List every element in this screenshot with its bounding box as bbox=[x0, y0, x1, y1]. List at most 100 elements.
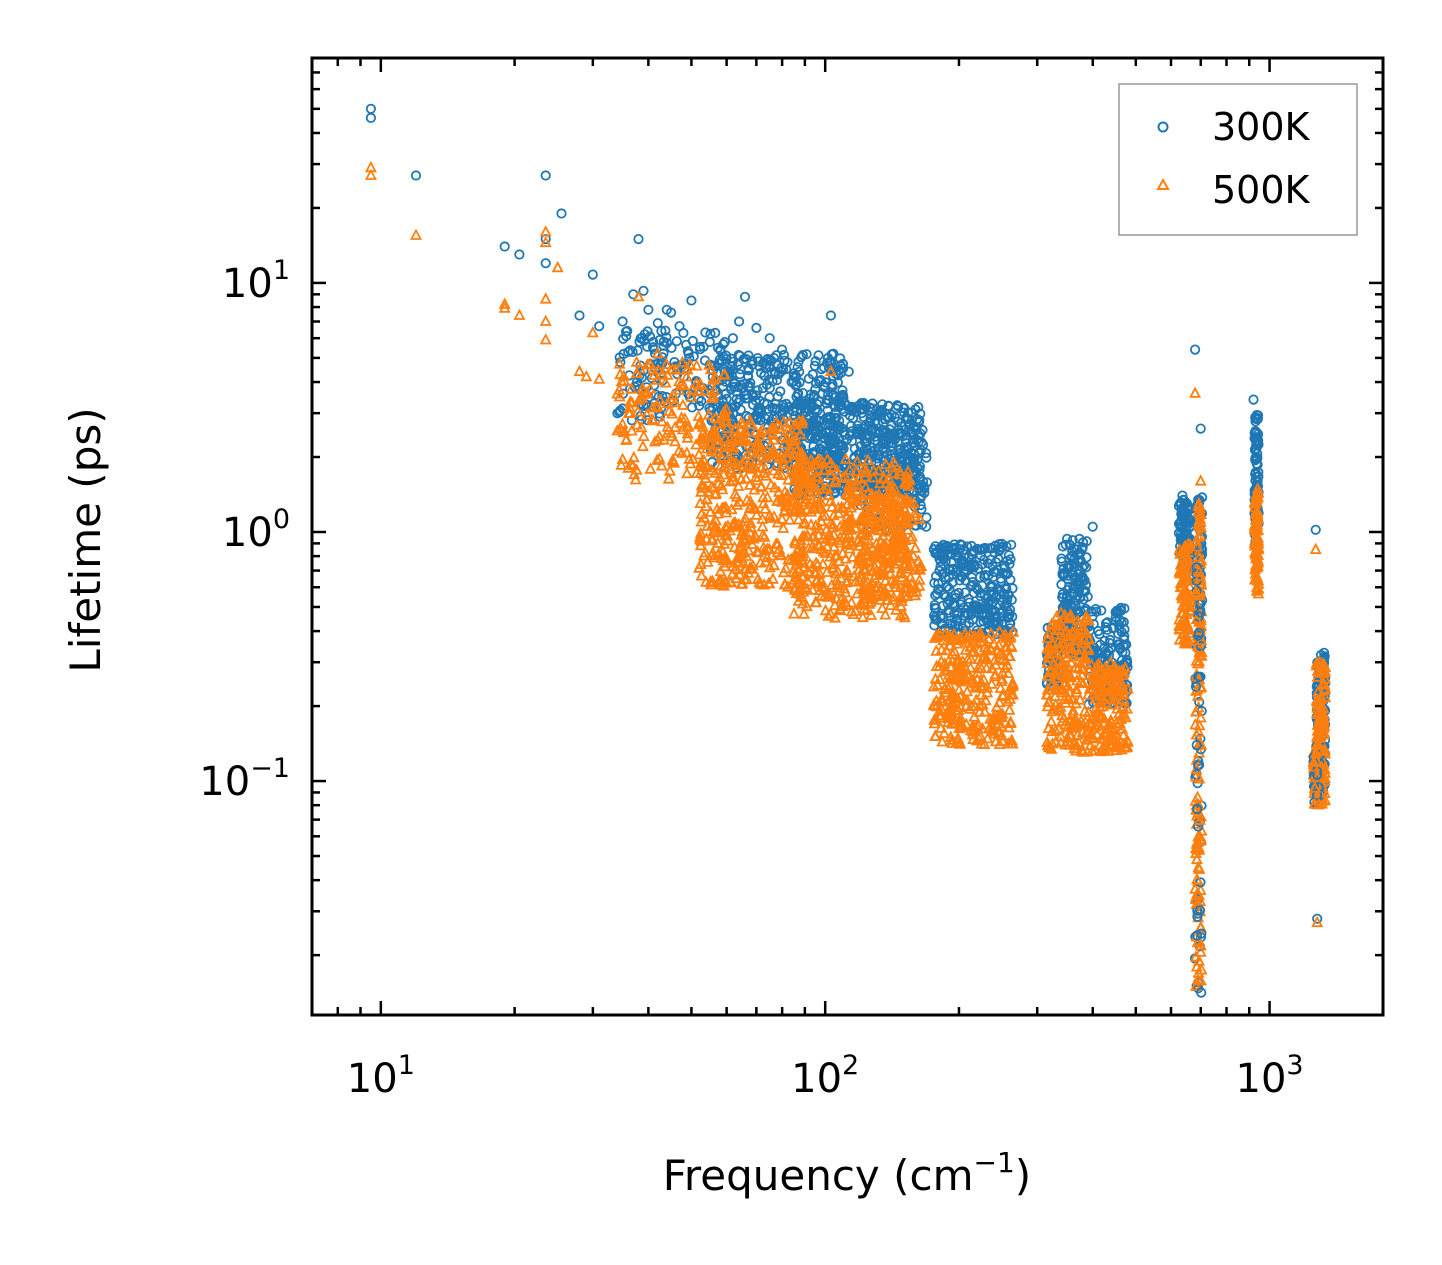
point-300K bbox=[878, 428, 889, 439]
point-500K bbox=[887, 517, 900, 529]
point-500K bbox=[726, 567, 739, 580]
point-500K bbox=[928, 698, 941, 711]
point-300K bbox=[930, 548, 941, 559]
point-500K bbox=[744, 494, 757, 506]
point-300K bbox=[970, 607, 981, 618]
point-500K bbox=[1193, 813, 1206, 825]
point-500K bbox=[694, 526, 707, 539]
point-500K bbox=[976, 697, 989, 710]
point-500K bbox=[680, 370, 693, 382]
point-500K bbox=[1194, 921, 1207, 933]
point-500K bbox=[850, 464, 863, 476]
point-500K bbox=[1049, 679, 1062, 692]
x-tick-label-1: 101 bbox=[347, 1050, 415, 1102]
point-500K bbox=[869, 489, 882, 501]
point-500K bbox=[845, 534, 858, 546]
point-500K bbox=[1191, 656, 1204, 669]
point-300K bbox=[540, 258, 551, 269]
point-500K bbox=[1119, 741, 1132, 753]
point-500K bbox=[551, 260, 564, 273]
point-300K bbox=[574, 310, 585, 321]
point-500K bbox=[987, 710, 1000, 722]
point-500K bbox=[1055, 657, 1068, 669]
point-300K bbox=[666, 342, 677, 353]
point-500K bbox=[981, 686, 994, 698]
point-500K bbox=[724, 475, 737, 487]
point-500K bbox=[731, 498, 744, 510]
point-500K bbox=[730, 520, 743, 532]
point-500K bbox=[988, 653, 1001, 665]
point-500K bbox=[878, 502, 891, 514]
point-500K bbox=[669, 395, 682, 408]
point-500K bbox=[778, 505, 791, 517]
point-500K bbox=[655, 459, 668, 471]
point-500K bbox=[1078, 704, 1091, 716]
point-500K bbox=[665, 392, 677, 404]
point-500K bbox=[1085, 728, 1098, 740]
point-500K bbox=[860, 508, 873, 520]
point-500K bbox=[944, 639, 956, 651]
point-500K bbox=[1192, 496, 1205, 509]
point-300K bbox=[627, 346, 638, 357]
point-500K bbox=[740, 549, 753, 561]
point-500K bbox=[840, 598, 853, 610]
point-500K bbox=[732, 479, 745, 491]
point-300K bbox=[700, 327, 711, 338]
point-500K bbox=[1190, 753, 1203, 765]
point-500K bbox=[1310, 754, 1323, 766]
point-500K bbox=[1100, 696, 1112, 708]
point-300K bbox=[776, 344, 788, 355]
point-500K bbox=[1082, 688, 1095, 700]
point-300K bbox=[1060, 539, 1071, 550]
point-300K bbox=[752, 352, 763, 364]
point-300K bbox=[862, 431, 873, 442]
point-500K bbox=[1041, 642, 1054, 654]
point-500K bbox=[867, 585, 880, 597]
point-500K bbox=[872, 523, 885, 536]
point-500K bbox=[1045, 714, 1058, 727]
point-500K bbox=[749, 502, 762, 514]
point-500K bbox=[1191, 689, 1204, 701]
point-500K bbox=[649, 400, 662, 413]
point-500K bbox=[1070, 685, 1083, 698]
point-300K bbox=[594, 321, 605, 332]
point-500K bbox=[1314, 666, 1327, 678]
point-500K bbox=[771, 494, 783, 506]
point-300K bbox=[739, 291, 751, 302]
point-500K bbox=[804, 476, 817, 488]
point-300K bbox=[1111, 605, 1123, 616]
point-500K bbox=[1184, 605, 1197, 617]
point-500K bbox=[727, 473, 740, 486]
point-300K bbox=[929, 577, 940, 589]
point-500K bbox=[757, 490, 770, 503]
point-300K bbox=[876, 406, 888, 418]
point-300K bbox=[1001, 541, 1012, 552]
point-500K bbox=[633, 393, 645, 405]
point-500K bbox=[707, 524, 720, 537]
point-500K bbox=[731, 431, 744, 443]
point-500K bbox=[711, 437, 724, 450]
point-300K bbox=[830, 368, 842, 379]
point-300K bbox=[1194, 905, 1206, 916]
point-500K bbox=[1173, 565, 1186, 577]
point-500K bbox=[794, 427, 807, 440]
point-500K bbox=[1251, 547, 1263, 559]
point-500K bbox=[1312, 738, 1325, 750]
point-300K bbox=[872, 453, 884, 464]
point-500K bbox=[768, 481, 781, 493]
point-500K bbox=[967, 633, 980, 646]
point-300K bbox=[799, 403, 811, 414]
point-300K bbox=[694, 344, 706, 355]
point-500K bbox=[637, 429, 650, 441]
point-500K bbox=[695, 569, 708, 581]
point-500K bbox=[732, 555, 745, 567]
point-500K bbox=[843, 542, 856, 554]
point-500K bbox=[950, 672, 963, 684]
point-300K bbox=[993, 617, 1004, 628]
point-500K bbox=[707, 389, 720, 401]
point-500K bbox=[836, 471, 849, 483]
point-500K bbox=[975, 675, 988, 687]
point-500K bbox=[684, 357, 696, 370]
point-500K bbox=[676, 355, 689, 367]
point-500K bbox=[1177, 606, 1189, 618]
